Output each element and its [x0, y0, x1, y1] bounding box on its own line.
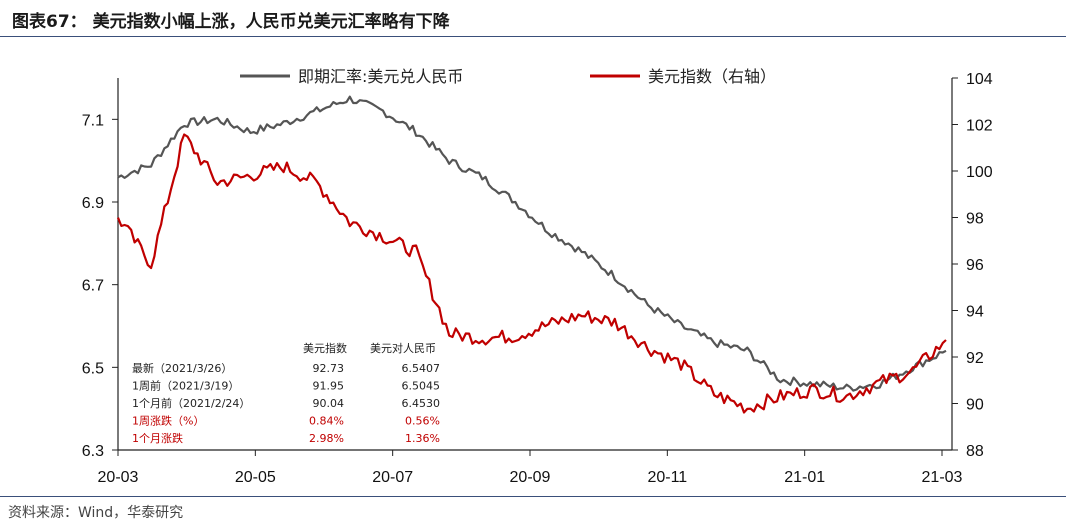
table-cell-cny: 1.36% [405, 432, 440, 445]
x-tick-label: 20-03 [98, 469, 139, 486]
table-cell-dxy: 2.98% [309, 432, 344, 445]
right-tick-label: 98 [966, 211, 984, 228]
legend-label-dxy: 美元指数（右轴） [648, 67, 776, 86]
x-tick-label: 21-03 [922, 469, 963, 486]
line-chart: 6.3 6.5 6.7 6.9 7.1 88 90 92 94 96 98 100 102 104 20-0… [82, 67, 993, 486]
table-cell-dxy: 90.04 [313, 397, 345, 410]
chart-title: 图表67： 美元指数小幅上涨，人民币兑美元汇率略有下降 [12, 12, 450, 32]
table-cell-cny: 6.5045 [402, 380, 441, 393]
legend-label-cny: 即期汇率:美元兑人民币 [298, 67, 463, 86]
right-tick-label: 100 [966, 164, 993, 181]
title-divider [0, 36, 1066, 37]
footer-divider [0, 496, 1066, 497]
table-cell-dxy: 92.73 [313, 362, 345, 375]
left-tick-label: 6.5 [82, 360, 104, 377]
table-cell-cny: 6.5407 [402, 362, 441, 375]
dxy-series-line [116, 133, 947, 414]
cny-series-line [117, 95, 947, 392]
left-tick-label: 7.1 [82, 112, 104, 129]
right-tick-label: 94 [966, 304, 984, 321]
x-tick-label: 20-05 [235, 469, 276, 486]
left-tick-label: 6.9 [82, 195, 104, 212]
table-row-label: 最新（2021/3/26） [132, 361, 232, 375]
x-tick-label: 20-11 [647, 469, 687, 486]
x-tick-label: 21-01 [784, 469, 825, 486]
table-row-label: 1个月前（2021/2/24） [132, 396, 250, 410]
title-bar: 图表67： 美元指数小幅上涨，人民币兑美元汇率略有下降 [0, 0, 1080, 38]
right-tick-label: 104 [966, 71, 993, 88]
table-header-cny: 美元对人民币 [370, 341, 436, 355]
table-cell-cny: 0.56% [405, 415, 440, 428]
table-cell-dxy: 91.95 [313, 380, 345, 393]
right-tick-label: 88 [966, 443, 984, 460]
table-row-label: 1个月涨跌 [132, 431, 183, 445]
right-tick-label: 92 [966, 350, 984, 367]
table-row-label: 1周涨跌（%） [132, 414, 204, 428]
right-tick-label: 102 [966, 118, 993, 135]
source-note: 资料来源：Wind，华泰研究 [8, 505, 184, 521]
table-header-dxy: 美元指数 [303, 341, 347, 355]
x-tick-label: 20-09 [510, 469, 551, 486]
right-tick-label: 90 [966, 397, 984, 414]
right-tick-label: 96 [966, 257, 984, 274]
table-cell-dxy: 0.84% [309, 415, 344, 428]
x-tick-label: 20-07 [372, 469, 413, 486]
left-tick-label: 6.3 [82, 443, 104, 460]
left-tick-label: 6.7 [82, 278, 104, 295]
table-row-label: 1周前（2021/3/19） [132, 379, 239, 393]
table-cell-cny: 6.4530 [402, 397, 441, 410]
